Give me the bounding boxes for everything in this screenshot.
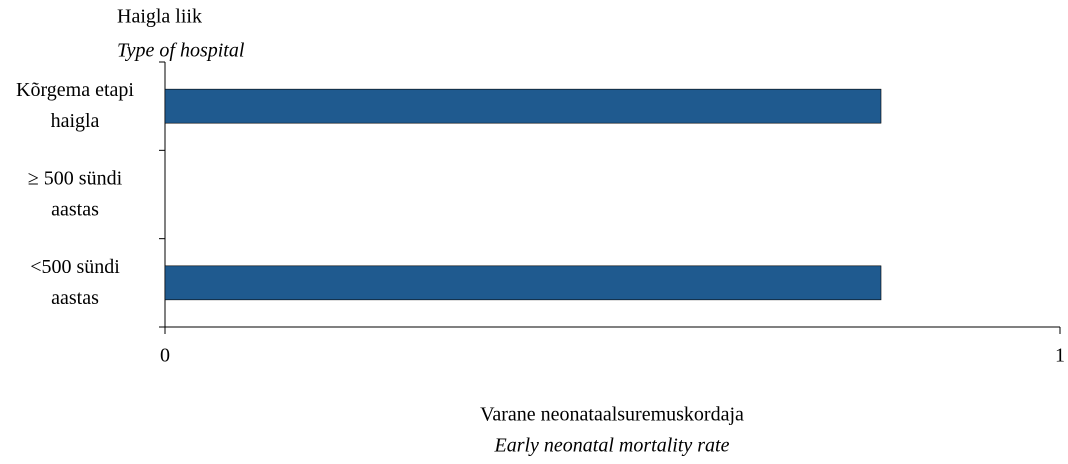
x-axis-title: Varane neonataalsuremuskordaja <box>480 404 744 426</box>
bar <box>164 88 882 124</box>
x-tick-label: 1 <box>1055 345 1065 367</box>
y-tick-label: Kõrgema etapi haigla <box>16 79 134 132</box>
y-tick-label: <500 sündi aastas <box>30 255 120 308</box>
bar <box>164 265 882 301</box>
y-axis-subtitle: Type of hospital <box>117 40 245 62</box>
x-tick-label: 0 <box>160 345 170 367</box>
y-tick-label: ≥ 500 sündi aastas <box>28 167 123 220</box>
x-axis-subtitle: Early neonatal mortality rate <box>494 435 730 457</box>
y-axis-title: Haigla liik <box>117 6 202 28</box>
